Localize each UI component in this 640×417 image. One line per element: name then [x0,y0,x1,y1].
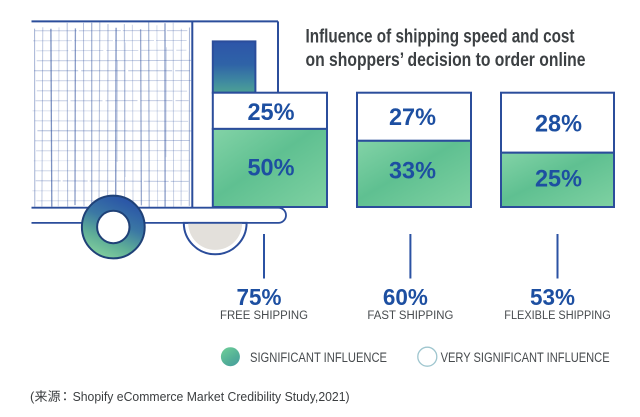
svg-text:33%: 33% [389,158,436,185]
svg-text:25%: 25% [248,99,295,126]
svg-text:75%: 75% [237,284,282,310]
svg-text:FLEXIBLE SHIPPING: FLEXIBLE SHIPPING [504,310,611,322]
svg-text:28%: 28% [535,111,582,138]
svg-text:50%: 50% [248,155,295,182]
svg-text:VERY SIGNIFICANT INFLUENCE: VERY SIGNIFICANT INFLUENCE [441,350,610,365]
svg-text:FAST SHIPPING: FAST SHIPPING [367,310,453,322]
svg-text:25%: 25% [535,165,582,192]
svg-text:FREE SHIPPING: FREE SHIPPING [220,310,308,322]
svg-text:Influence of shipping speed an: Influence of shipping speed and cost [306,27,576,48]
svg-text:(: ( [30,389,35,404]
svg-text:Shopify eCommerce Market Credi: Shopify eCommerce Market Credibility Stu… [73,389,350,404]
svg-text:27%: 27% [389,104,436,131]
svg-text:SIGNIFICANT INFLUENCE: SIGNIFICANT INFLUENCE [250,350,387,365]
svg-text:60%: 60% [383,284,428,310]
svg-text:on shoppers’ decision to order: on shoppers’ decision to order online [306,50,586,71]
svg-text:53%: 53% [530,284,575,310]
